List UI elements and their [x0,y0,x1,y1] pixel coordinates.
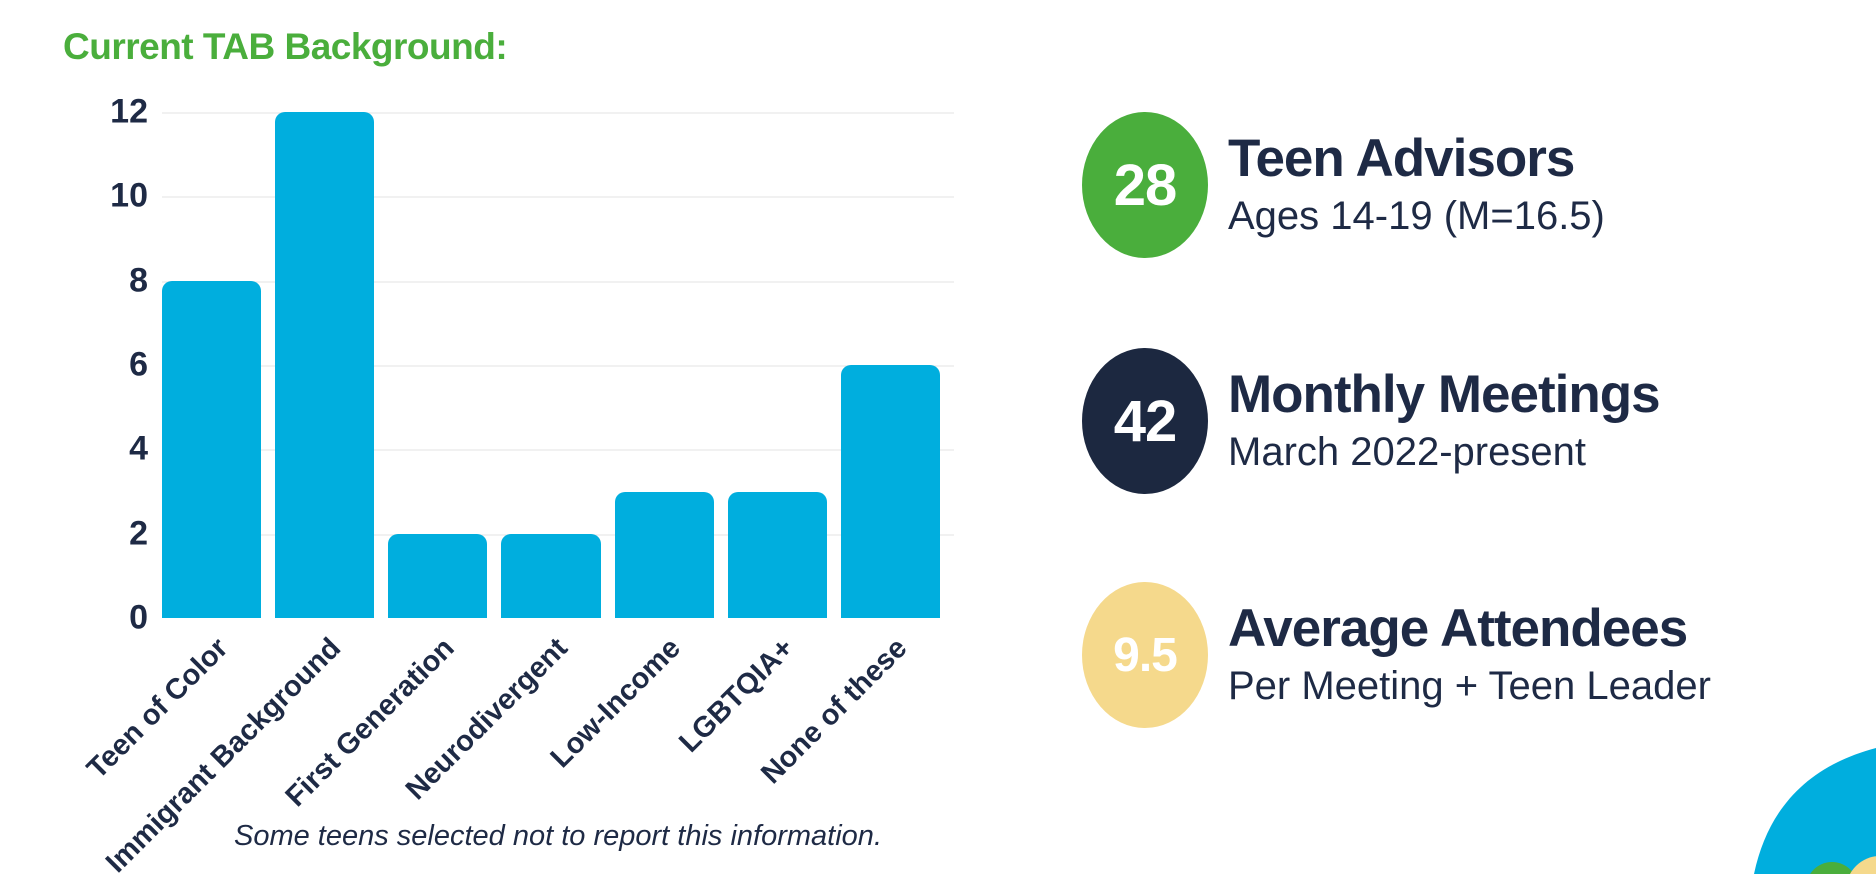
bar-slot: Immigrant Background [100,112,375,874]
bar-slot: LGBTQIA+ [673,112,827,759]
stat-row-teen-advisors: 28 Teen Advisors Ages 14-19 (M=16.5) [1082,112,1605,258]
y-axis-tick-label: 8 [129,261,148,300]
gridline [162,365,954,367]
bar [727,491,827,618]
gridline [162,112,954,114]
bar-slot: None of these [755,112,940,790]
stat-sublabel: March 2022-present [1228,430,1586,475]
chart-caption: Some teens selected not to report this i… [233,820,882,852]
stat-text: Teen Advisors Ages 14-19 (M=16.5) [1228,128,1605,240]
bar [501,533,601,618]
y-axis-tick-label: 6 [129,345,148,384]
bar [162,280,262,618]
stat-circle-navy: 42 [1082,348,1208,494]
stat-sublabel: Ages 14-19 (M=16.5) [1228,194,1605,239]
stat-sublabel: Per Meeting + Teen Leader [1228,664,1711,709]
stat-label: Average Attendees [1228,598,1688,658]
stat-circle-green: 28 [1082,112,1208,258]
bar [840,365,940,618]
stat-row-average-attendees: 9.5 Average Attendees Per Meeting + Teen… [1082,582,1711,728]
bar-slot: First Generation [279,112,488,813]
bar-group: Teen of Color Immigrant Background First G… [81,112,940,874]
stat-value: 9.5 [1113,628,1178,682]
stat-text: Monthly Meetings March 2022-present [1228,364,1661,476]
y-axis-tick-label: 2 [129,514,148,553]
stat-text: Average Attendees Per Meeting + Teen Lea… [1228,598,1711,710]
stat-value: 42 [1113,388,1178,454]
y-axis-tick-label: 0 [129,598,148,637]
bar-chart-plot: Teen of Color Immigrant Background First G… [81,112,954,874]
gridline [162,449,954,452]
bar [388,533,488,618]
bar-slot: Low-Income [545,112,714,774]
stat-label: Teen Advisors [1228,128,1575,188]
stat-label: Monthly Meetings [1228,364,1661,424]
corner-swoosh-decoration [1754,748,1876,874]
gridline [162,280,954,283]
y-axis-tick-label: 4 [129,429,148,468]
bar-slot: Teen of Color [81,112,262,785]
y-axis: 0 2 4 6 8 10 12 [80,93,148,637]
stat-value: 28 [1113,152,1178,218]
y-axis-tick-label: 10 [110,176,148,215]
bar-slot: Neurodivergent [399,112,601,806]
bar [614,491,714,618]
stat-circle-sand: 9.5 [1082,582,1208,728]
gridline [162,196,954,199]
bar [275,112,375,618]
stat-row-monthly-meetings: 42 Monthly Meetings March 2022-present [1082,348,1661,494]
y-axis-tick-label: 12 [110,92,148,131]
page-title: Current TAB Background: [63,26,508,67]
